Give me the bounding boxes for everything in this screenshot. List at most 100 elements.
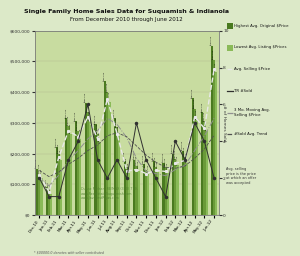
Text: #Sold Avg. Trend: #Sold Avg. Trend xyxy=(234,132,267,136)
Text: $155,000: $155,000 xyxy=(126,157,128,167)
Text: $315,000: $315,000 xyxy=(114,108,116,118)
Text: From December 2010 through June 2012: From December 2010 through June 2012 xyxy=(70,17,182,22)
Text: Lowest Avg. Listing $Prices: Lowest Avg. Listing $Prices xyxy=(234,45,286,49)
Bar xyxy=(77,131,79,215)
Bar xyxy=(36,169,38,215)
Bar xyxy=(97,134,99,215)
Bar xyxy=(89,120,91,215)
Text: $368,000: $368,000 xyxy=(108,91,110,101)
Text: $150,000: $150,000 xyxy=(36,158,38,168)
Bar xyxy=(85,103,87,215)
Bar xyxy=(194,109,196,215)
Text: $335,000: $335,000 xyxy=(87,101,89,112)
Bar xyxy=(182,151,184,215)
Text: $258,000: $258,000 xyxy=(118,125,120,135)
Text: $210,000: $210,000 xyxy=(182,140,184,150)
Text: $170,000: $170,000 xyxy=(162,152,164,162)
Bar xyxy=(215,72,217,215)
Bar xyxy=(106,92,108,215)
Text: $400,000: $400,000 xyxy=(106,81,108,92)
Text: $265,000: $265,000 xyxy=(70,123,72,133)
Text: $148,000: $148,000 xyxy=(145,159,147,169)
Text: $380,000: $380,000 xyxy=(192,88,194,98)
Text: Avg. Selling $Price: Avg. Selling $Price xyxy=(234,67,270,71)
Bar xyxy=(70,134,72,215)
Bar xyxy=(135,166,137,215)
Text: $138,000: $138,000 xyxy=(128,162,130,172)
Text: $238,000: $238,000 xyxy=(99,131,101,141)
Bar xyxy=(167,173,169,215)
Text: $248,000: $248,000 xyxy=(79,128,81,138)
Text: $170,000: $170,000 xyxy=(186,152,188,162)
Bar xyxy=(94,124,97,215)
Bar xyxy=(155,166,157,215)
Text: $315,000: $315,000 xyxy=(65,108,68,118)
Text: $70,000: $70,000 xyxy=(50,184,52,193)
Bar xyxy=(114,118,116,215)
Text: TR #Sold: TR #Sold xyxy=(234,89,252,93)
Text: $143,000: $143,000 xyxy=(138,160,140,170)
Text: $182,000: $182,000 xyxy=(174,148,176,158)
Bar xyxy=(213,60,215,215)
Text: $305,000: $305,000 xyxy=(75,111,77,121)
Bar xyxy=(108,102,110,215)
Text: # of Homes Sold: # of Homes Sold xyxy=(222,105,226,141)
Text: $175,000: $175,000 xyxy=(124,151,126,161)
Bar xyxy=(116,127,118,215)
Text: 3 Mo. Moving Avg.
Selling $Price: 3 Mo. Moving Avg. Selling $Price xyxy=(234,108,270,117)
Text: $135,000: $135,000 xyxy=(38,163,40,173)
Text: $175,000: $175,000 xyxy=(153,151,155,161)
Text: $550,000: $550,000 xyxy=(211,35,213,46)
Text: $158,000: $158,000 xyxy=(155,156,157,166)
Text: Avg. selling
price is the price
at which an offer
was accepted: Avg. selling price is the price at which… xyxy=(226,167,256,185)
Bar xyxy=(48,190,50,215)
Text: $285,000: $285,000 xyxy=(116,117,118,127)
Bar xyxy=(68,126,70,215)
Bar xyxy=(172,154,174,215)
Text: * $00000.0 denotes with seller contributed: * $00000.0 denotes with seller contribut… xyxy=(34,251,104,255)
Bar xyxy=(65,118,68,215)
Bar xyxy=(75,121,77,215)
Text: $190,000: $190,000 xyxy=(184,146,186,156)
Bar xyxy=(191,98,194,215)
Bar xyxy=(145,169,147,215)
Bar xyxy=(164,167,167,215)
Text: $275,000: $275,000 xyxy=(206,120,208,130)
Text: $305,000: $305,000 xyxy=(203,111,206,121)
Text: $120,000: $120,000 xyxy=(40,167,43,178)
Bar xyxy=(126,167,128,215)
Bar xyxy=(118,136,120,215)
Bar xyxy=(104,81,106,215)
Text: $275,000: $275,000 xyxy=(77,120,79,130)
Bar xyxy=(147,175,149,215)
Text: Single Family Home Sales Data for Suquamish & Indianola: Single Family Home Sales Data for Suquam… xyxy=(23,9,229,14)
Text: $308,000: $308,000 xyxy=(89,110,91,120)
Text: $220,000: $220,000 xyxy=(56,137,58,147)
Bar xyxy=(128,173,130,215)
Bar xyxy=(162,163,164,215)
Bar xyxy=(186,163,188,215)
Bar xyxy=(38,174,40,215)
Text: $165,000: $165,000 xyxy=(143,154,145,164)
Text: Highest Avg. Original $Price: Highest Avg. Original $Price xyxy=(234,24,289,28)
Text: $180,000: $180,000 xyxy=(60,149,62,159)
Text: $80,000: $80,000 xyxy=(48,181,50,190)
Text: Duane Nielsen, RE/MAX (360) 779-
www.RealEstateSuquamish.com
www.JavaFestRajas.c: Duane Nielsen, RE/MAX (360) 779- www.Rea… xyxy=(81,187,137,200)
Bar xyxy=(174,159,176,215)
Bar xyxy=(56,147,58,215)
Bar xyxy=(176,165,178,215)
Bar xyxy=(60,160,62,215)
Text: $200,000: $200,000 xyxy=(172,143,174,153)
Text: $90,000: $90,000 xyxy=(46,178,48,187)
Text: $435,000: $435,000 xyxy=(104,71,106,81)
Bar xyxy=(99,142,101,215)
Bar xyxy=(201,112,203,215)
Bar xyxy=(124,161,126,215)
Bar xyxy=(50,194,52,215)
Bar xyxy=(143,164,145,215)
Bar xyxy=(196,120,198,215)
Bar xyxy=(58,154,60,215)
Text: $310,000: $310,000 xyxy=(196,109,198,119)
Bar xyxy=(46,187,48,215)
Bar xyxy=(87,112,89,215)
